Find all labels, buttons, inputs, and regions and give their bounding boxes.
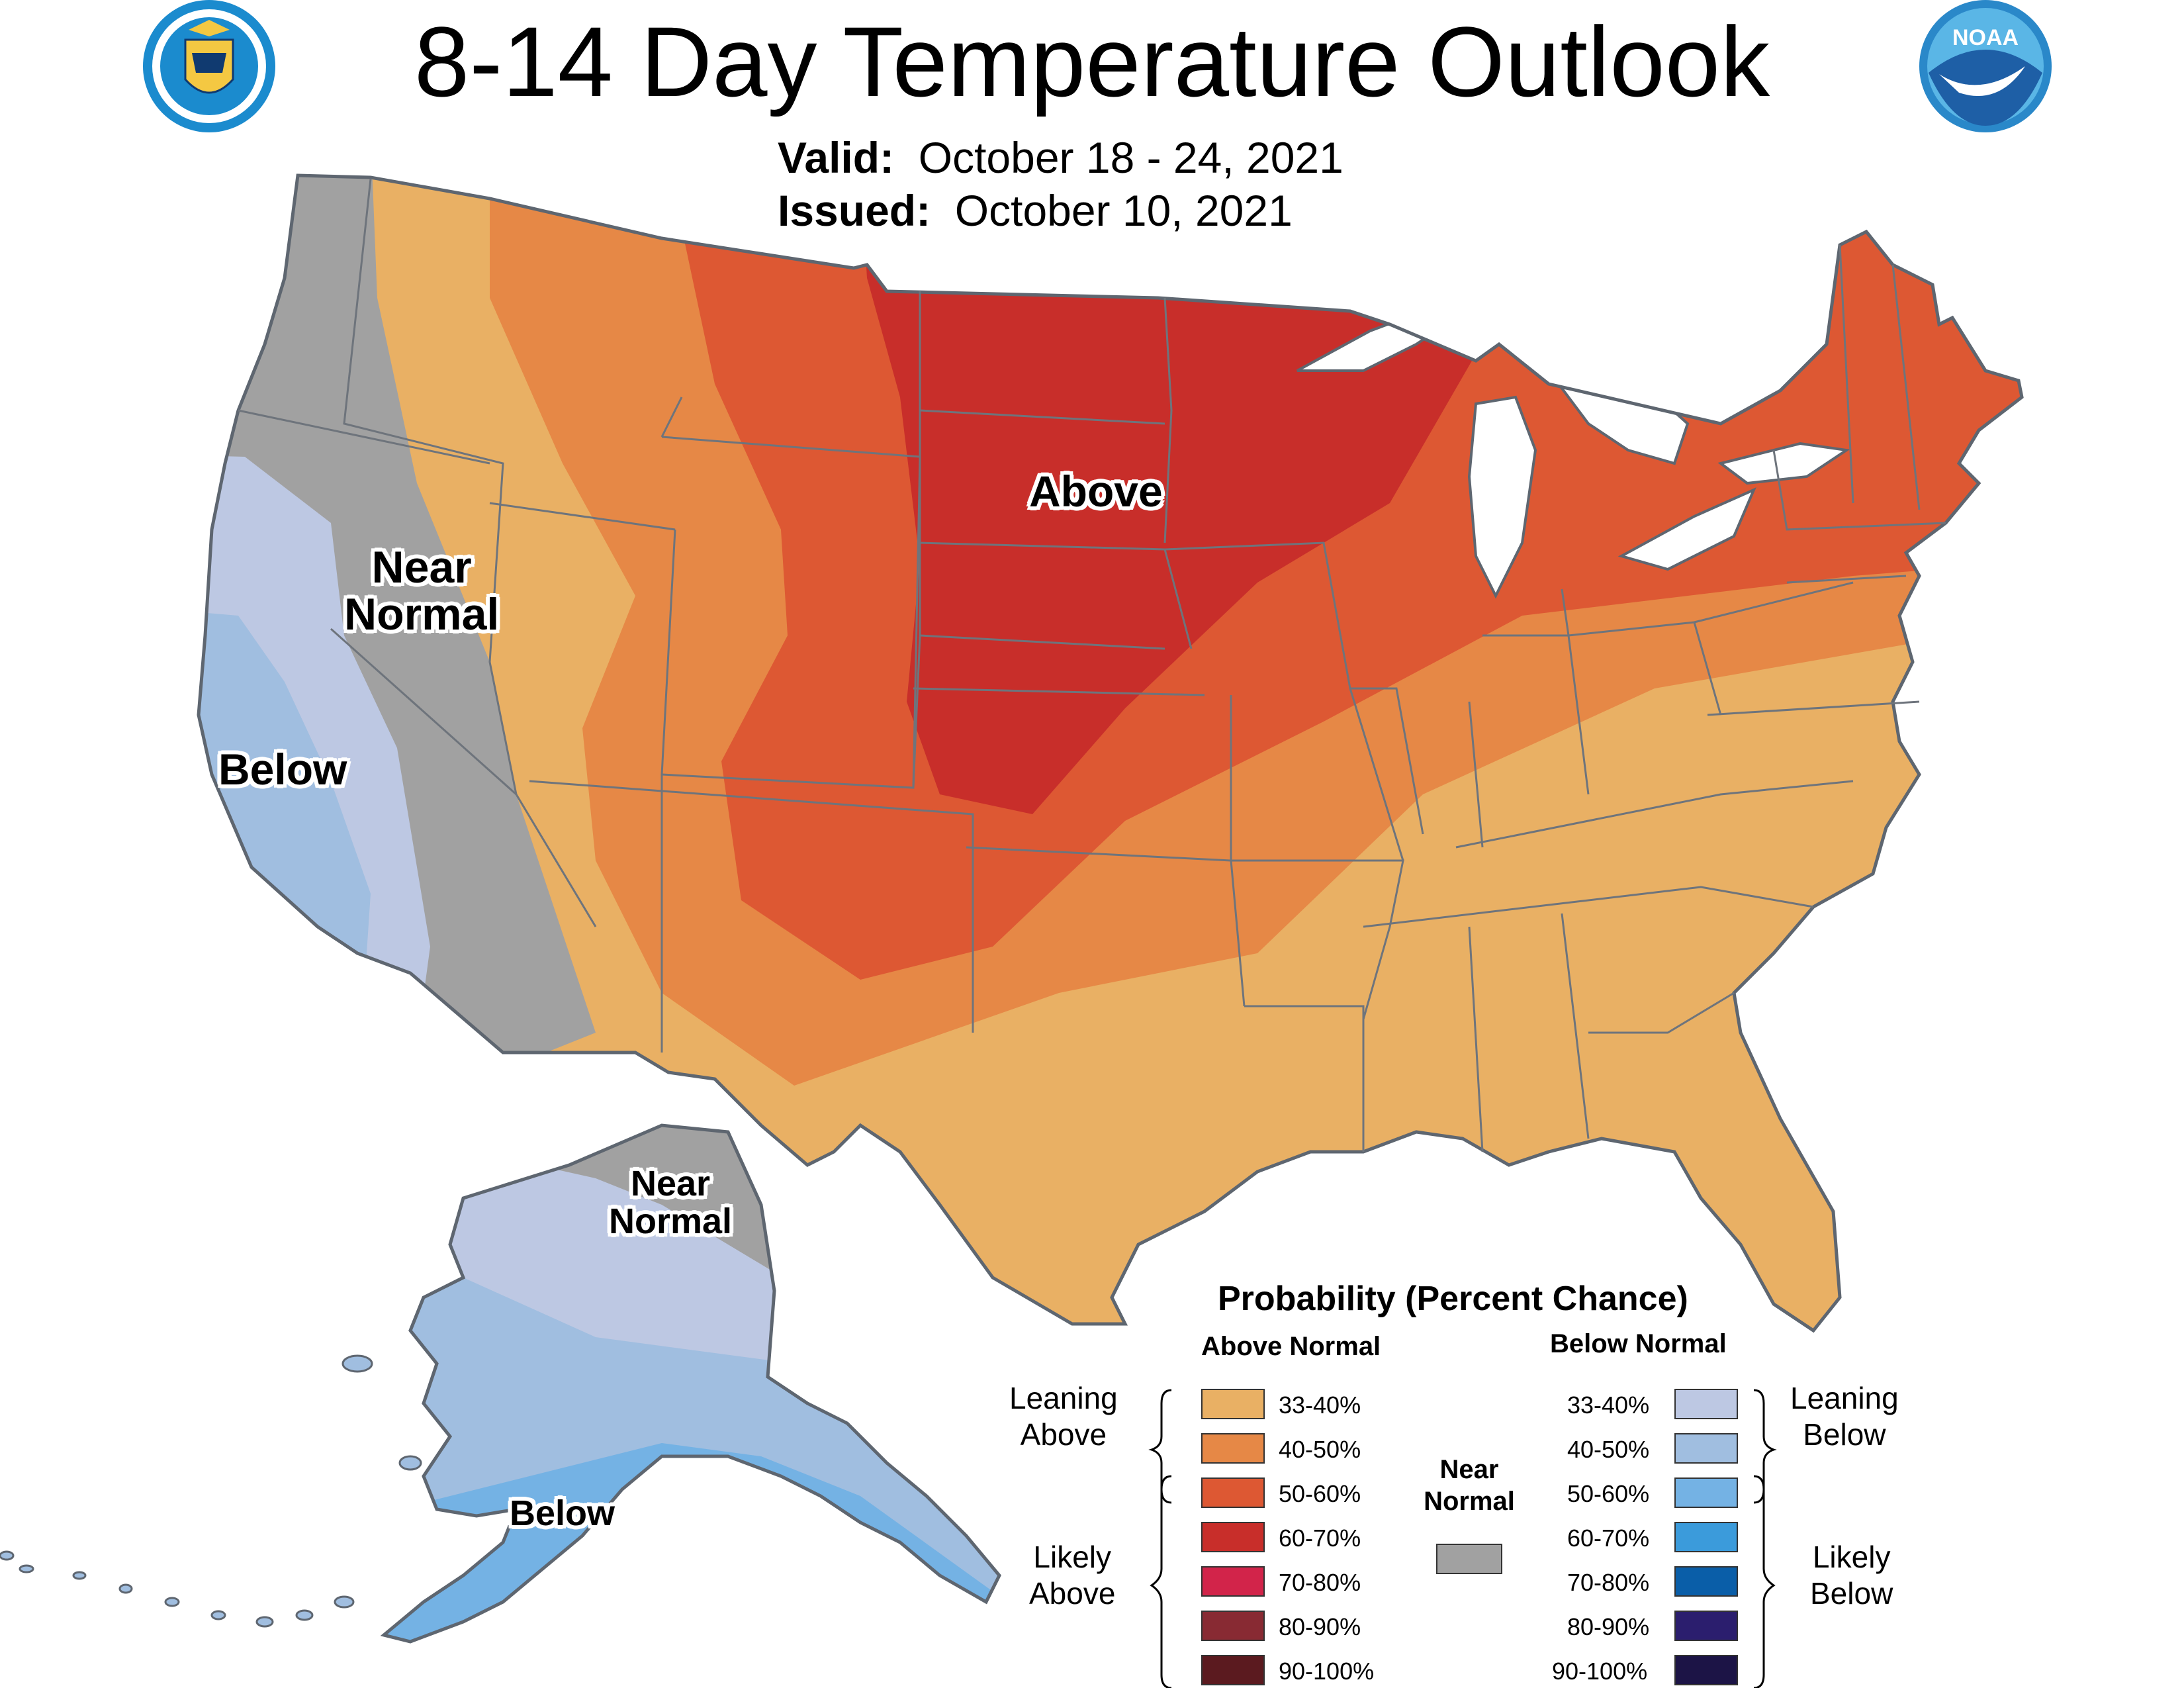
label-conus-near-line2: Normal — [344, 589, 500, 640]
region-above-60-70 — [860, 175, 1489, 814]
issued-date: Issued: October 10, 2021 — [778, 189, 1293, 232]
issued-value: October 10, 2021 — [954, 186, 1293, 235]
legend-swatch-below-5 — [1674, 1611, 1738, 1641]
legend-swatch-above-0 — [1201, 1389, 1265, 1419]
likely-below-line1: Likely — [1812, 1540, 1891, 1574]
label-conus-near-normal: Near Normal — [344, 542, 500, 640]
legend-below-header: Below Normal — [1550, 1329, 1727, 1358]
legend-swatch-near-normal — [1436, 1544, 1502, 1574]
legend-swatch-below-0 — [1674, 1389, 1738, 1419]
label-ak-near-line2: Normal — [609, 1201, 733, 1241]
legend-range-above-1: 40-50% — [1279, 1436, 1361, 1463]
noaa-logo-icon — [1919, 0, 2052, 132]
near-header-line1: Near — [1439, 1455, 1499, 1484]
legend-above-header: Above Normal — [1201, 1332, 1381, 1361]
label-conus-below: Below — [218, 745, 347, 794]
alaska-outline — [380, 1123, 1001, 1644]
leaning-above-line1: Leaning — [1009, 1381, 1118, 1415]
legend-swatch-below-4 — [1674, 1566, 1738, 1597]
label-ak-below: Below — [510, 1493, 615, 1533]
legend-range-above-5: 80-90% — [1279, 1613, 1361, 1640]
commerce-seal-icon — [143, 0, 275, 132]
noaa-logo-text: NOAA — [1952, 25, 2019, 50]
label-ak-near-line1: Near — [630, 1164, 711, 1203]
valid-label: Valid: — [778, 133, 895, 182]
legend-swatch-above-4 — [1201, 1566, 1265, 1597]
legend-range-below-3: 60-70% — [1567, 1524, 1650, 1552]
issued-label: Issued: — [778, 186, 931, 235]
legend-range-above-3: 60-70% — [1279, 1524, 1361, 1552]
legend-swatch-above-1 — [1201, 1433, 1265, 1464]
legend-leaning-above: Leaning Above — [1009, 1380, 1118, 1453]
legend-range-below-4: 70-80% — [1567, 1569, 1650, 1596]
leaning-below-line2: Below — [1803, 1417, 1886, 1452]
legend-braces — [1148, 1389, 1777, 1688]
conus-outline — [197, 173, 2024, 1333]
legend-swatch-below-2 — [1674, 1477, 1738, 1508]
legend-likely-below: Likely Below — [1810, 1539, 1893, 1612]
likely-above-line2: Above — [1029, 1576, 1116, 1611]
label-ak-near-normal: Near Normal — [609, 1165, 732, 1240]
legend-range-below-0: 33-40% — [1567, 1391, 1650, 1419]
legend-range-above-2: 50-60% — [1279, 1480, 1361, 1507]
legend-title: Probability (Percent Chance) — [1218, 1280, 1688, 1318]
legend-range-below-6: 90-100% — [1552, 1658, 1648, 1685]
likely-above-line1: Likely — [1033, 1540, 1112, 1574]
legend-range-below-2: 50-60% — [1567, 1480, 1650, 1507]
legend-range-above-6: 90-100% — [1279, 1658, 1375, 1685]
legend-swatch-below-1 — [1674, 1433, 1738, 1464]
legend-range-above-4: 70-80% — [1279, 1569, 1361, 1596]
legend-likely-above: Likely Above — [1029, 1539, 1115, 1612]
legend-swatch-below-6 — [1674, 1655, 1738, 1685]
legend-range-below-5: 80-90% — [1567, 1613, 1650, 1640]
legend-swatch-above-5 — [1201, 1611, 1265, 1641]
legend-leaning-below: Leaning Below — [1790, 1380, 1899, 1453]
label-conus-above: Above — [1029, 467, 1163, 516]
legend-near-normal-header: Near Normal — [1423, 1454, 1516, 1517]
legend-swatch-below-3 — [1674, 1522, 1738, 1552]
legend-swatch-above-2 — [1201, 1477, 1265, 1508]
valid-dates: Valid: October 18 - 24, 2021 — [778, 136, 1343, 179]
likely-below-line2: Below — [1810, 1576, 1893, 1611]
page-title: 8-14 Day Temperature Outlook — [414, 6, 1770, 117]
legend-range-below-1: 40-50% — [1567, 1436, 1650, 1463]
state-boundaries — [238, 178, 1946, 1152]
aleutian-islands — [0, 1354, 422, 1628]
label-conus-near-line1: Near — [371, 542, 472, 592]
legend-swatch-above-6 — [1201, 1655, 1265, 1685]
legend-swatch-above-3 — [1201, 1522, 1265, 1552]
conus-outlook-regions — [199, 175, 2022, 1331]
legend-range-above-0: 33-40% — [1279, 1391, 1361, 1419]
valid-value: October 18 - 24, 2021 — [918, 133, 1343, 182]
leaning-above-line2: Above — [1020, 1417, 1107, 1452]
near-header-line2: Normal — [1424, 1487, 1515, 1516]
leaning-below-line1: Leaning — [1790, 1381, 1899, 1415]
